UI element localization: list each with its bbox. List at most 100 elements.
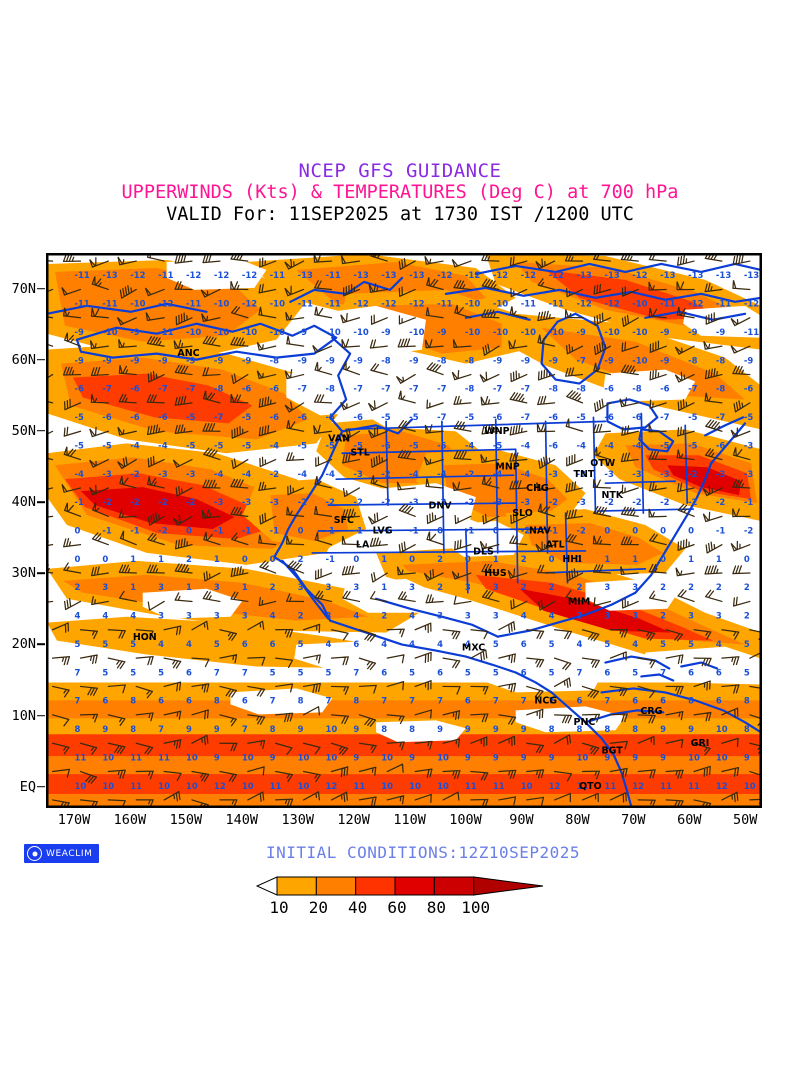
svg-text:11: 11 bbox=[604, 781, 616, 791]
svg-text:-5: -5 bbox=[409, 440, 419, 450]
svg-text:0: 0 bbox=[660, 525, 666, 535]
y-axis-tick-label: 70N bbox=[11, 280, 36, 297]
svg-text:-5: -5 bbox=[75, 440, 85, 450]
svg-text:-4: -4 bbox=[521, 469, 531, 479]
svg-text:-12: -12 bbox=[353, 299, 368, 309]
svg-text:10: 10 bbox=[326, 724, 338, 734]
svg-text:-13: -13 bbox=[660, 270, 675, 280]
svg-text:4: 4 bbox=[521, 611, 527, 621]
svg-text:3: 3 bbox=[102, 582, 108, 592]
svg-text:9: 9 bbox=[660, 724, 666, 734]
y-axis-tick-label: 60N bbox=[11, 351, 36, 368]
colorbar-tick-label: 10 bbox=[269, 898, 289, 917]
svg-text:-11: -11 bbox=[437, 299, 452, 309]
svg-text:-10: -10 bbox=[353, 327, 368, 337]
svg-text:-3: -3 bbox=[102, 469, 112, 479]
svg-text:-8: -8 bbox=[688, 355, 698, 365]
svg-text:1: 1 bbox=[130, 582, 136, 592]
svg-text:0: 0 bbox=[242, 554, 248, 564]
svg-text:2: 2 bbox=[186, 554, 192, 564]
svg-text:9: 9 bbox=[409, 752, 415, 762]
svg-text:10: 10 bbox=[381, 752, 393, 762]
svg-text:4: 4 bbox=[75, 611, 81, 621]
svg-text:-12: -12 bbox=[604, 299, 619, 309]
map-frame: 10 10 11 10 10 12 10 11 10 12 11 10 10 10 11 11 10 12 11 11… bbox=[46, 253, 762, 808]
svg-text:2: 2 bbox=[437, 582, 443, 592]
svg-text:SLO: SLO bbox=[512, 508, 533, 519]
svg-text:0: 0 bbox=[604, 525, 610, 535]
y-axis-tick-label: 10N bbox=[11, 707, 36, 724]
svg-text:-11: -11 bbox=[298, 299, 313, 309]
svg-text:7: 7 bbox=[242, 667, 248, 677]
svg-text:-3: -3 bbox=[744, 469, 754, 479]
svg-text:CHG: CHG bbox=[526, 483, 549, 494]
svg-text:-1: -1 bbox=[214, 525, 224, 535]
svg-text:-9: -9 bbox=[437, 327, 447, 337]
svg-text:-8: -8 bbox=[632, 384, 642, 394]
svg-text:-11: -11 bbox=[326, 270, 341, 280]
svg-text:3: 3 bbox=[326, 582, 332, 592]
svg-text:3: 3 bbox=[186, 611, 192, 621]
chart-title-block: NCEP GFS GUIDANCE UPPERWINDS (Kts) & TEM… bbox=[0, 160, 800, 226]
svg-text:-2: -2 bbox=[577, 525, 587, 535]
svg-text:-6: -6 bbox=[493, 412, 503, 422]
svg-text:-13: -13 bbox=[716, 270, 731, 280]
svg-text:-6: -6 bbox=[270, 384, 280, 394]
svg-text:-5: -5 bbox=[465, 412, 475, 422]
svg-text:-3: -3 bbox=[409, 497, 419, 507]
chart-subtitle: UPPERWINDS (Kts) & TEMPERATURES (Deg C) … bbox=[121, 182, 679, 204]
svg-text:2: 2 bbox=[270, 582, 276, 592]
svg-text:11: 11 bbox=[577, 781, 589, 791]
svg-text:7: 7 bbox=[75, 667, 81, 677]
svg-text:1: 1 bbox=[688, 554, 694, 564]
svg-text:8: 8 bbox=[353, 696, 359, 706]
svg-text:-4: -4 bbox=[465, 440, 475, 450]
svg-text:11: 11 bbox=[270, 781, 282, 791]
svg-text:-11: -11 bbox=[75, 270, 90, 280]
svg-text:-10: -10 bbox=[493, 327, 508, 337]
svg-text:7: 7 bbox=[75, 696, 81, 706]
weaclim-logo-label: WEACLIM bbox=[46, 848, 93, 859]
svg-text:MXC: MXC bbox=[462, 642, 485, 653]
svg-text:10: 10 bbox=[437, 781, 449, 791]
svg-text:10: 10 bbox=[186, 781, 198, 791]
svg-text:4: 4 bbox=[409, 639, 415, 649]
svg-text:-7: -7 bbox=[186, 384, 196, 394]
svg-text:-7: -7 bbox=[716, 412, 726, 422]
svg-text:-11: -11 bbox=[186, 299, 201, 309]
svg-text:0: 0 bbox=[75, 525, 81, 535]
svg-text:-3: -3 bbox=[577, 497, 587, 507]
svg-text:-6: -6 bbox=[158, 412, 168, 422]
svg-text:-4: -4 bbox=[437, 469, 447, 479]
svg-text:9: 9 bbox=[102, 724, 108, 734]
svg-text:6: 6 bbox=[186, 696, 192, 706]
x-axis-tick-label: 140W bbox=[225, 812, 259, 828]
svg-text:8: 8 bbox=[130, 724, 136, 734]
svg-text:-1: -1 bbox=[465, 525, 475, 535]
svg-text:-4: -4 bbox=[270, 440, 280, 450]
svg-text:5: 5 bbox=[493, 639, 499, 649]
svg-text:8: 8 bbox=[744, 724, 750, 734]
svg-text:6: 6 bbox=[186, 667, 192, 677]
svg-text:-4: -4 bbox=[75, 469, 85, 479]
svg-text:10: 10 bbox=[242, 752, 254, 762]
svg-text:6: 6 bbox=[437, 667, 443, 677]
x-axis-tick-label: 100W bbox=[449, 812, 482, 828]
colorbar: 10 20 40 60 80 100 bbox=[0, 876, 800, 920]
svg-text:5: 5 bbox=[744, 667, 750, 677]
svg-text:7: 7 bbox=[604, 696, 610, 706]
svg-text:-7: -7 bbox=[102, 384, 112, 394]
svg-text:-3: -3 bbox=[242, 497, 252, 507]
initial-conditions-label: INITIAL CONDITIONS:12Z10SEP2025 bbox=[265, 843, 581, 862]
svg-text:10: 10 bbox=[716, 752, 728, 762]
svg-text:9: 9 bbox=[688, 724, 694, 734]
svg-text:-6: -6 bbox=[549, 440, 559, 450]
svg-text:0: 0 bbox=[353, 554, 359, 564]
svg-text:2: 2 bbox=[549, 582, 555, 592]
svg-text:6: 6 bbox=[242, 696, 248, 706]
svg-text:8: 8 bbox=[688, 696, 694, 706]
svg-text:-9: -9 bbox=[660, 327, 670, 337]
svg-text:10: 10 bbox=[381, 781, 393, 791]
map-container[interactable]: 10 10 11 10 10 12 10 11 10 12 11 10 10 10 11 11 10 12 11 11… bbox=[46, 253, 762, 808]
